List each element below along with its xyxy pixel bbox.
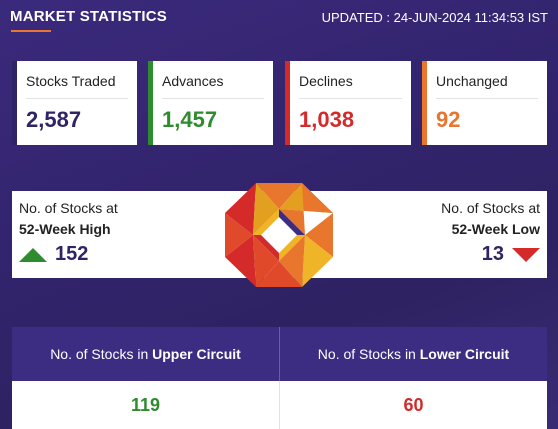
header: MARKET STATISTICS UPDATED : 24-JUN-2024 … — [10, 8, 548, 34]
stat-value: 2,587 — [26, 107, 81, 133]
week52-high-line2: 52-Week High — [19, 221, 118, 237]
divider — [436, 98, 538, 99]
circuit-header: No. of Stocks in Upper Circuit No. of St… — [12, 327, 547, 381]
divider — [162, 98, 264, 99]
stat-card-stocks-traded: Stocks Traded 2,587 — [12, 61, 137, 145]
upper-circuit-emph: Upper Circuit — [152, 346, 241, 362]
circuit-body: 119 60 — [12, 381, 547, 429]
page-title: MARKET STATISTICS — [10, 8, 167, 25]
stat-label: Stocks Traded — [26, 73, 116, 89]
week52-low: No. of Stocks at 52-Week Low 13 — [441, 200, 540, 266]
stat-card-unchanged: Unchanged 92 — [422, 61, 547, 145]
week52-low-line2: 52-Week Low — [441, 221, 540, 237]
stat-label: Declines — [299, 73, 353, 89]
upper-circuit-value: 119 — [12, 381, 279, 429]
stat-value: 92 — [436, 107, 460, 133]
week52-high-line1: No. of Stocks at — [19, 200, 118, 216]
week52-high: No. of Stocks at 52-Week High 152 — [19, 200, 118, 266]
lower-circuit-value: 60 — [279, 381, 547, 429]
upper-circuit-header: No. of Stocks in Upper Circuit — [12, 327, 279, 381]
stat-value: 1,457 — [162, 107, 217, 133]
up-arrow-icon — [19, 248, 47, 262]
week52-low-value: 13 — [482, 243, 504, 266]
lower-circuit-header: No. of Stocks in Lower Circuit — [279, 327, 547, 381]
upper-circuit-prefix: No. of Stocks in — [50, 346, 152, 362]
stat-card-declines: Declines 1,038 — [285, 61, 411, 145]
stat-card-advances: Advances 1,457 — [148, 61, 273, 145]
lower-circuit-emph: Lower Circuit — [420, 346, 509, 362]
updated-timestamp: UPDATED : 24-JUN-2024 11:34:53 IST — [322, 10, 548, 25]
week52-high-value: 152 — [55, 243, 88, 266]
stat-label: Unchanged — [436, 73, 508, 89]
stat-label: Advances — [162, 73, 223, 89]
stat-value: 1,038 — [299, 107, 354, 133]
lower-circuit-prefix: No. of Stocks in — [318, 346, 420, 362]
octagon-logo-icon — [223, 181, 335, 289]
divider — [299, 98, 402, 99]
down-arrow-icon — [512, 248, 540, 262]
title-underline — [11, 30, 51, 32]
week52-low-line1: No. of Stocks at — [441, 200, 540, 216]
divider — [26, 98, 128, 99]
